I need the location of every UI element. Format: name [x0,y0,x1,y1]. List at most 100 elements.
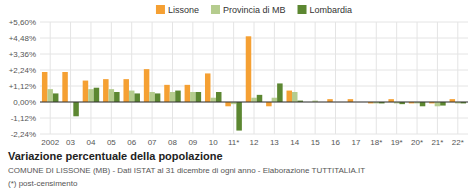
bar [114,92,120,102]
bars [42,36,466,130]
bar [435,102,441,106]
bar [144,69,150,102]
legend-swatch [156,5,165,14]
bar [277,83,283,102]
bar [164,85,170,102]
x-grid-line [315,22,316,134]
x-grid-line [111,22,112,134]
x-tick-label: 16 [331,138,340,147]
x-grid-line [213,22,214,134]
bar [440,102,446,106]
x-grid-line [131,22,132,134]
bar [149,92,155,102]
x-tick-label: 08 [168,138,177,147]
x-tick-label: 21* [431,138,443,147]
y-grid-line [40,118,468,119]
legend-label: Lombardia [310,5,353,15]
bar [73,102,79,116]
x-grid-line [355,22,356,134]
y-grid-line [40,54,468,55]
grid [40,22,468,134]
bar [103,79,109,102]
x-tick-label: 07 [148,138,157,147]
x-grid-line [70,22,71,134]
y-tick-label: -2,24% [11,130,36,139]
x-grid-line [233,22,234,134]
bar [246,36,252,102]
x-grid-line [396,22,397,134]
x-grid-line [457,22,458,134]
bar [225,102,231,106]
y-tick-label: +3,36% [9,50,36,59]
bar [236,102,242,131]
x-grid-line [417,22,418,134]
bar [196,92,202,102]
bar [175,91,181,102]
x-grid-line [172,22,173,134]
legend-label: Provincia di MB [223,5,286,15]
bar [94,88,100,102]
y-tick-label: +1,12% [9,82,36,91]
bar [210,98,216,102]
bar [47,89,53,102]
x-tick-label: 19* [391,138,403,147]
x-grid-line [294,22,295,134]
y-grid-line [40,134,468,135]
title: Variazione percentuale della popolazione [8,150,223,162]
bar [292,92,298,102]
bar [88,89,94,102]
legend-swatch [298,5,307,14]
axes: -2,24% -1,12% 0,00% +1,12% +2,24% +3,36% +4,48… [9,18,464,147]
x-grid-line [50,22,51,134]
legend-item: Provincia di MB [211,5,286,15]
x-grid-line [437,22,438,134]
legend-swatch [211,5,220,14]
bar [216,92,222,102]
x-tick-label: 2002 [41,138,59,147]
bar [123,79,129,102]
subtitle: COMUNE DI LISSONE (MB) - Dati ISTAT al 3… [8,166,365,175]
x-tick-label: 05 [107,138,116,147]
bar [42,72,48,102]
zero-line [40,102,468,103]
y-grid-line [40,102,468,103]
y-grid-line [40,70,468,71]
y-grid-line [40,38,468,39]
legend: LissoneProvincia di MBLombardia [156,5,352,15]
y-tick-label: 0,00% [13,98,36,107]
x-tick-label: 22* [452,138,464,147]
chart: -2,24% -1,12% 0,00% +1,12% +2,24% +3,36% +4,48… [0,0,474,196]
x-grid-line [152,22,153,134]
bar [185,85,191,102]
legend-item: Lombardia [298,5,353,15]
x-tick-label: 12 [250,138,259,147]
y-tick-label: +4,48% [9,34,36,43]
bar [170,92,176,102]
bar [272,98,278,102]
bar [251,98,257,102]
x-tick-label: 15 [311,138,320,147]
x-tick-label: 03 [66,138,75,147]
x-grid-line [192,22,193,134]
x-tick-label: 20* [411,138,423,147]
x-grid-line [254,22,255,134]
bar [205,73,211,102]
x-grid-line [335,22,336,134]
bar [190,92,196,102]
footnote: (*) post-censimento [8,179,78,188]
x-tick-label: 11* [228,138,239,147]
y-tick-label: +5,60% [9,18,36,27]
y-tick-label: -1,12% [11,114,36,123]
bar [257,95,263,102]
bar [109,89,115,102]
bar [287,91,293,102]
y-grid-line [40,22,468,23]
x-tick-label: 09 [188,138,197,147]
bar [53,93,59,102]
x-grid-line [274,22,275,134]
y-tick-label: +2,24% [9,66,36,75]
x-tick-label: 13 [270,138,279,147]
bar [129,91,135,102]
bar [62,72,68,102]
bar [420,102,426,106]
